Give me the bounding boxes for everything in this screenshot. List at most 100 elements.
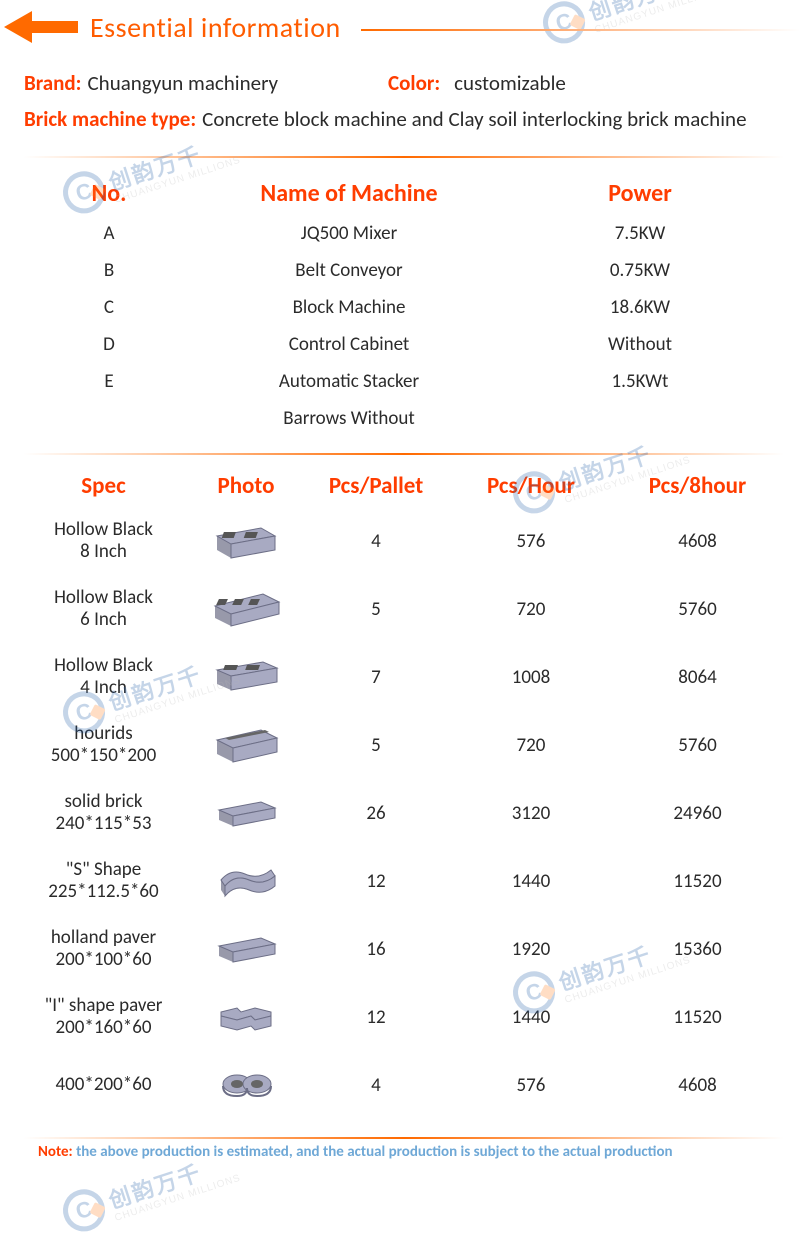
machine-table-row: DControl CabinetWithout — [24, 326, 776, 363]
brick-icon — [211, 926, 281, 972]
brick-icon — [211, 722, 281, 768]
machine-table-row: CBlock Machine18.6KW — [24, 289, 776, 326]
cell-spec: hourids500*150*200 — [16, 723, 191, 767]
cell-pcs-hour: 576 — [451, 530, 611, 553]
spec-table-row: "S" Shape225*112.5*60 12144011520 — [16, 847, 784, 915]
section-title: Essential information — [90, 10, 341, 45]
cell-power: 18.6KW — [504, 296, 776, 319]
arrow-left-icon — [0, 8, 80, 46]
cell-photo — [191, 1062, 301, 1108]
cell-name: JQ500 Mixer — [194, 222, 504, 245]
cell-pcs-8hour: 24960 — [611, 802, 784, 825]
spec-table-row: "I" shape paver200*160*6012144011520 — [16, 983, 784, 1051]
cell-photo — [191, 586, 301, 632]
brand-label: Brand: — [24, 70, 81, 96]
cell-spec: Hollow Black4 Inch — [16, 655, 191, 699]
machine-table: No. Name of Machine Power AJQ500 Mixer7.… — [0, 158, 800, 445]
cell-photo — [191, 722, 301, 768]
cell-photo — [191, 858, 301, 904]
cell-pcs-hour: 720 — [451, 734, 611, 757]
brick-icon — [211, 1062, 281, 1108]
col-pcs-hour: Pcs/Hour — [451, 472, 611, 500]
col-name: Name of Machine — [194, 179, 504, 208]
col-spec: Spec — [16, 472, 191, 500]
cell-photo — [191, 926, 301, 972]
spec-table-row: Hollow Black8 Inch 45764608 — [16, 507, 784, 575]
brick-icon — [211, 790, 281, 836]
cell-pcs-hour: 720 — [451, 598, 611, 621]
spec-table: Spec Photo Pcs/Pallet Pcs/Hour Pcs/8hour… — [0, 455, 800, 1129]
cell-pcs-8hour: 8064 — [611, 666, 784, 689]
spec-table-header: Spec Photo Pcs/Pallet Pcs/Hour Pcs/8hour — [16, 465, 784, 507]
cell-no: D — [24, 333, 194, 356]
note-label: Note: — [38, 1143, 73, 1161]
cell-pcs-hour: 1440 — [451, 870, 611, 893]
cell-no: C — [24, 296, 194, 319]
brick-icon — [211, 654, 281, 700]
type-label: Brick machine type: — [24, 106, 196, 132]
cell-power: 1.5KWt — [504, 370, 776, 393]
cell-pcs-8hour: 11520 — [611, 870, 784, 893]
info-line-brand-color: Brand: Chuangyun machinery Color: custom… — [24, 70, 776, 96]
cell-pcs-pallet: 4 — [301, 1074, 451, 1097]
col-pcs-pallet: Pcs/Pallet — [301, 472, 451, 500]
col-no: No. — [24, 179, 194, 208]
cell-spec: solid brick240*115*53 — [16, 791, 191, 835]
cell-pcs-8hour: 15360 — [611, 938, 784, 961]
machine-table-row: EAutomatic Stacker1.5KWt — [24, 363, 776, 400]
cell-spec: 400*200*60 — [16, 1074, 191, 1096]
spec-table-row: hourids500*150*20057205760 — [16, 711, 784, 779]
cell-pcs-pallet: 4 — [301, 530, 451, 553]
section-header: Essential information — [0, 0, 800, 56]
machine-table-row: AJQ500 Mixer7.5KW — [24, 215, 776, 252]
brick-icon — [211, 994, 281, 1040]
brand-value: Chuangyun machinery — [87, 70, 278, 96]
note-text: the above production is estimated, and t… — [76, 1143, 673, 1161]
cell-pcs-hour: 1008 — [451, 666, 611, 689]
cell-pcs-8hour: 5760 — [611, 598, 784, 621]
cell-no: E — [24, 370, 194, 393]
cell-power: Without — [504, 333, 776, 356]
cell-no: A — [24, 222, 194, 245]
type-value: Concrete block machine and Clay soil int… — [202, 106, 746, 132]
cell-pcs-pallet: 12 — [301, 870, 451, 893]
spec-table-row: Hollow Black6 Inch 57205760 — [16, 575, 784, 643]
cell-pcs-pallet: 5 — [301, 598, 451, 621]
cell-photo — [191, 790, 301, 836]
cell-pcs-pallet: 12 — [301, 1006, 451, 1029]
cell-spec: "S" Shape225*112.5*60 — [16, 859, 191, 903]
cell-spec: holland paver200*100*60 — [16, 927, 191, 971]
spec-table-row: solid brick240*115*5326312024960 — [16, 779, 784, 847]
col-photo: Photo — [191, 472, 301, 500]
spec-table-row: 400*200*6045764608 — [16, 1051, 784, 1119]
note-row: Note: the above production is estimated,… — [0, 1139, 800, 1161]
cell-pcs-hour: 1440 — [451, 1006, 611, 1029]
cell-name: Automatic Stacker — [194, 370, 504, 393]
cell-spec: Hollow Black8 Inch — [16, 519, 191, 563]
cell-pcs-8hour: 5760 — [611, 734, 784, 757]
cell-pcs-hour: 1920 — [451, 938, 611, 961]
cell-name: Block Machine — [194, 296, 504, 319]
info-block: Brand: Chuangyun machinery Color: custom… — [0, 56, 800, 148]
machine-table-row: BBelt Conveyor0.75KW — [24, 252, 776, 289]
cell-pcs-8hour: 4608 — [611, 1074, 784, 1097]
machine-table-extra-row: Barrows Without — [24, 400, 776, 437]
cell-photo — [191, 654, 301, 700]
cell-spec: Hollow Black6 Inch — [16, 587, 191, 631]
spec-table-row: holland paver200*100*6016192015360 — [16, 915, 784, 983]
info-line-type: Brick machine type: Concrete block machi… — [24, 106, 776, 132]
col-pcs-8hour: Pcs/8hour — [611, 472, 784, 500]
cell-power: 7.5KW — [504, 222, 776, 245]
brick-icon — [211, 518, 281, 564]
brick-icon — [211, 586, 281, 632]
brick-icon — [211, 858, 281, 904]
cell-name: Belt Conveyor — [194, 259, 504, 282]
cell-name: Control Cabinet — [194, 333, 504, 356]
col-power: Power — [504, 179, 776, 208]
color-label: Color: — [388, 70, 440, 96]
machine-table-header: No. Name of Machine Power — [24, 172, 776, 215]
cell-pcs-8hour: 4608 — [611, 530, 784, 553]
cell-pcs-8hour: 11520 — [611, 1006, 784, 1029]
cell-pcs-pallet: 7 — [301, 666, 451, 689]
color-value: customizable — [454, 70, 566, 96]
